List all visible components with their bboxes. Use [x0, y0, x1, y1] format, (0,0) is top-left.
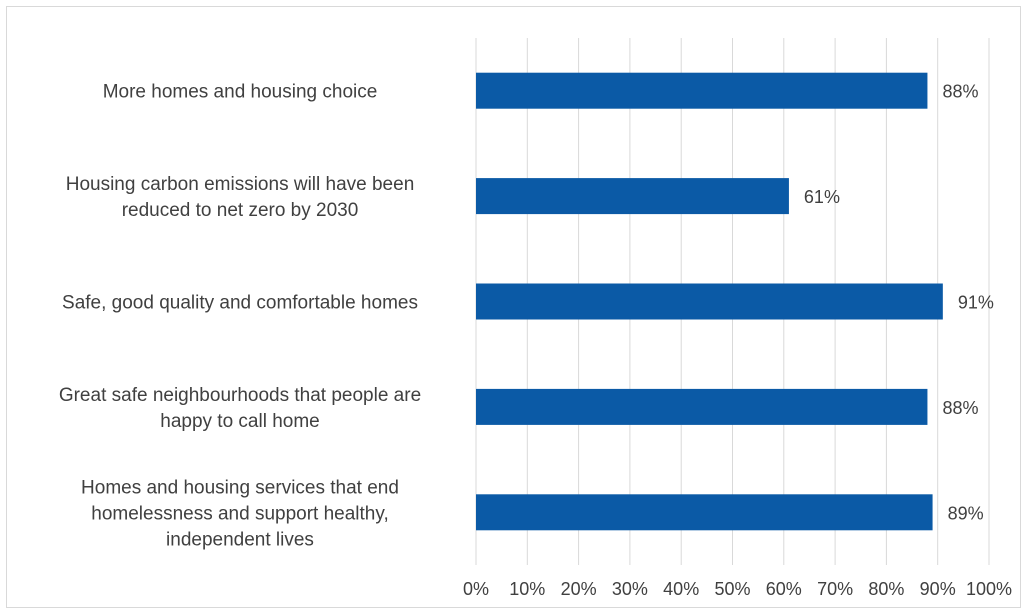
x-tick-label: 50% — [714, 579, 750, 599]
x-tick-label: 70% — [817, 579, 853, 599]
x-tick-label: 60% — [766, 579, 802, 599]
data-label: 88% — [942, 398, 978, 418]
data-labels: 88% 61% 91% 88% 89% — [804, 82, 994, 524]
x-tick-label: 10% — [509, 579, 545, 599]
category-label: Homes and housing services that end homel… — [81, 477, 399, 550]
data-label: 61% — [804, 187, 840, 207]
data-label: 89% — [948, 503, 984, 523]
category-label: Great safe neighbourhoods that people ar… — [59, 385, 421, 432]
x-tick-label: 80% — [868, 579, 904, 599]
category-label: More homes and housing choice — [103, 82, 378, 103]
bar — [476, 72, 928, 109]
bars — [476, 72, 943, 531]
data-label: 91% — [958, 293, 994, 313]
x-tick-label: 40% — [663, 579, 699, 599]
data-label: 88% — [942, 82, 978, 102]
x-tick-label: 0% — [463, 579, 489, 599]
bar — [476, 494, 933, 531]
bar — [476, 178, 789, 215]
category-label: Housing carbon emissions will have been r… — [66, 174, 415, 221]
x-tick-label: 100% — [966, 579, 1012, 599]
x-tick-label: 30% — [612, 579, 648, 599]
x-tick-labels: 0% 10% 20% 30% 40% 50% 60% 70% 80% 90% 100% — [463, 579, 1012, 599]
category-labels: More homes and housing choice Housing car… — [59, 82, 421, 551]
bar — [476, 283, 943, 320]
bar — [476, 388, 928, 425]
x-tick-label: 20% — [561, 579, 597, 599]
category-label: Safe, good quality and comfortable homes — [62, 293, 418, 314]
x-tick-label: 90% — [920, 579, 956, 599]
